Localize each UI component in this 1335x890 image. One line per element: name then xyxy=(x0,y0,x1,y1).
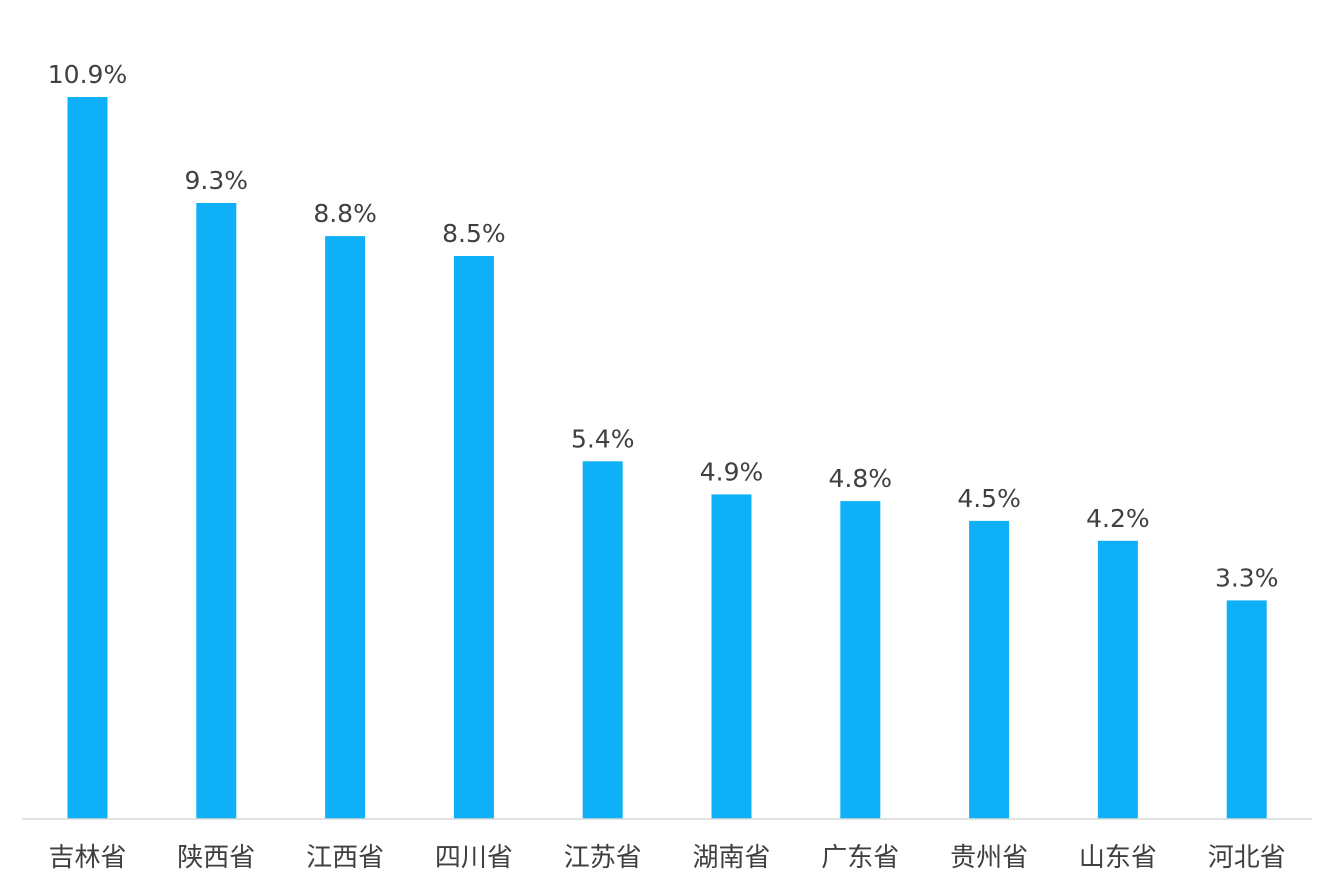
bar-7 xyxy=(840,501,881,819)
bar-10 xyxy=(1226,600,1267,819)
bar-4 xyxy=(453,256,494,819)
data-label-7: 4.8% xyxy=(829,464,893,493)
data-label-5: 5.4% xyxy=(571,424,635,453)
data-labels-group: 10.9% 9.3% 8.8% 8.5% 5.4% 4.9% 4.8% 4.5% 4.2% 3.3… xyxy=(48,60,1279,592)
x-tick-label-2: 陕西省 xyxy=(177,843,255,873)
x-tick-label-10: 河北省 xyxy=(1208,843,1286,873)
data-label-10: 3.3% xyxy=(1215,563,1279,592)
data-label-8: 4.5% xyxy=(957,484,1021,513)
data-label-4: 8.5% xyxy=(442,219,506,248)
bar-6 xyxy=(711,494,752,819)
x-tick-label-5: 江苏省 xyxy=(564,843,642,873)
bar-5 xyxy=(582,461,623,819)
bar-9 xyxy=(1097,540,1138,819)
x-tick-label-4: 四川省 xyxy=(435,843,513,873)
bar-3 xyxy=(325,236,366,820)
x-tick-label-1: 吉林省 xyxy=(48,843,126,873)
bars-group xyxy=(67,97,1267,820)
bar-8 xyxy=(969,520,1010,819)
data-label-9: 4.2% xyxy=(1086,504,1150,533)
data-label-3: 8.8% xyxy=(313,199,377,228)
x-tick-label-6: 湖南省 xyxy=(692,843,770,873)
x-tick-label-7: 广东省 xyxy=(821,843,899,873)
x-tick-label-3: 江西省 xyxy=(306,843,384,873)
data-label-6: 4.9% xyxy=(700,457,764,486)
bar-1 xyxy=(67,97,108,819)
data-label-1: 10.9% xyxy=(48,60,127,89)
bar-2 xyxy=(196,203,237,819)
x-tick-labels-group: 吉林省 陕西省 江西省 四川省 江苏省 湖南省 广东省 贵州省 山东省 河北省 xyxy=(48,843,1285,873)
x-tick-label-9: 山东省 xyxy=(1079,843,1157,873)
data-label-2: 9.3% xyxy=(185,166,249,195)
x-tick-label-8: 贵州省 xyxy=(950,843,1028,873)
